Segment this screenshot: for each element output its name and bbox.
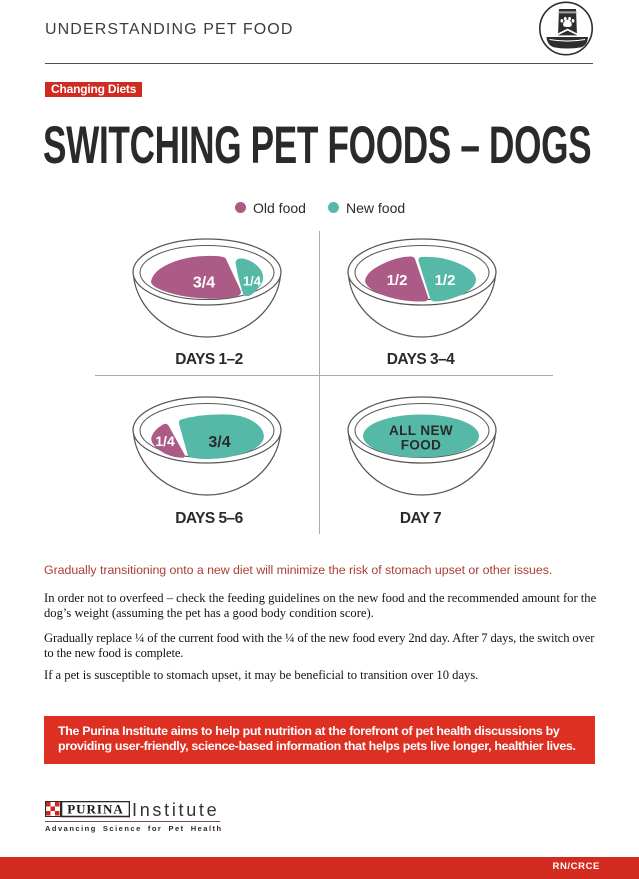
svg-text:1/4: 1/4: [243, 274, 262, 289]
svg-text:1/4: 1/4: [155, 433, 175, 449]
svg-text:1/2: 1/2: [387, 272, 408, 289]
svg-text:3/4: 3/4: [193, 275, 215, 292]
svg-text:ALL NEW: ALL NEW: [389, 423, 453, 438]
svg-text:3/4: 3/4: [208, 434, 230, 451]
svg-text:1/2: 1/2: [435, 272, 456, 289]
svg-text:PURINA: PURINA: [67, 802, 124, 817]
svg-text:FOOD: FOOD: [401, 438, 442, 453]
